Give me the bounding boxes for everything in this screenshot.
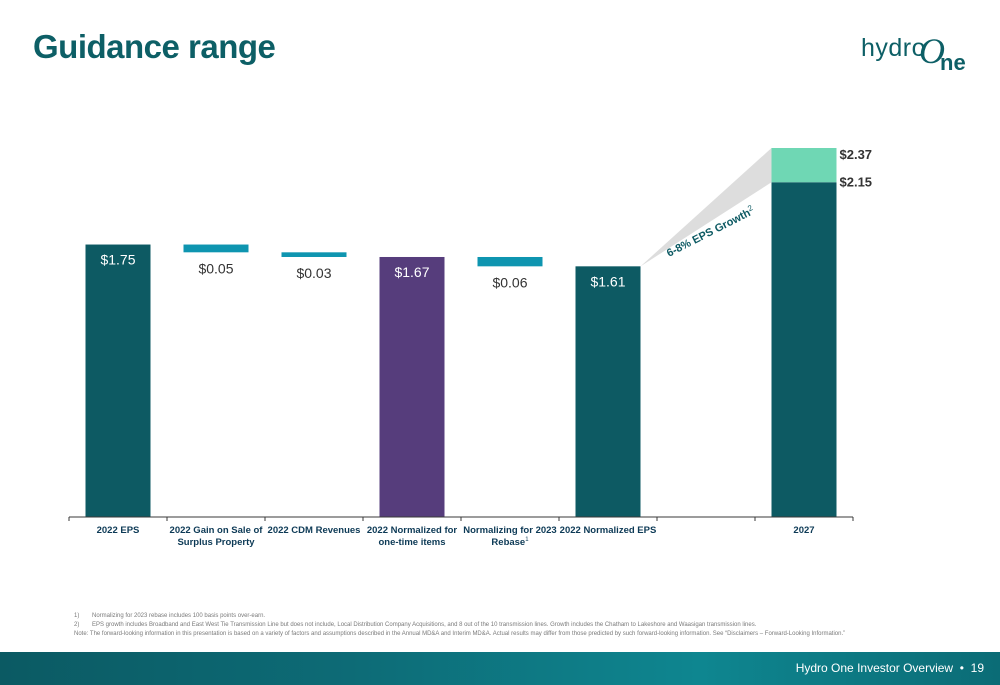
footnote-text: Normalizing for 2023 rebase includes 100… (92, 613, 266, 619)
bar-value-label-high: $2.37 (840, 147, 873, 162)
x-tick-label: 2022 Normalized for one-time items (367, 525, 458, 548)
x-tick-label: 2022 Normalized EPS (560, 525, 657, 536)
x-tick-label: Normalizing for 2023 Rebase1 (463, 525, 556, 548)
footer-text: Hydro One Investor Overview • 19 (796, 661, 984, 675)
footnote-text: EPS growth includes Broadband and East W… (92, 622, 757, 628)
footnotes: 1) Normalizing for 2023 rebase includes 1… (74, 612, 974, 639)
bar-value-label-low: $2.15 (840, 174, 873, 189)
x-tick-label-line: 2022 EPS (97, 525, 140, 536)
logo-text-ne: ne (940, 50, 966, 75)
bar-value-label: $0.03 (296, 265, 331, 281)
hydro-one-logo: hydro O ne (858, 30, 973, 82)
x-tick-label: 2022 Gain on Sale of Surplus Property (170, 525, 264, 548)
x-tick-label-line: one-time items (378, 537, 445, 548)
bar-decrease (477, 256, 543, 267)
x-tick-label-line: 2022 Normalized EPS (560, 525, 657, 536)
footer-bar: Hydro One Investor Overview • 19 (0, 652, 1000, 685)
x-tick-label-line: 2022 CDM Revenues (268, 525, 361, 536)
footnote-number: 1) (74, 613, 80, 619)
x-tick-label-line: Rebase (491, 537, 525, 548)
bar-total (379, 256, 445, 517)
footnote-text: Note: The forward-looking information in… (74, 631, 846, 637)
footnote-2: 2) EPS growth includes Broadband and East… (74, 621, 974, 630)
footnote-note: Note: The forward-looking information in… (74, 630, 974, 639)
bar-2027-base (771, 182, 837, 517)
x-tick-label: 2022 CDM Revenues (268, 525, 361, 536)
x-tick-label: 2022 EPS (97, 525, 140, 536)
eps-waterfall-chart: $1.75 $0.05 $0.03 $1.67 $0.06 $1.61 $2.37 $2.15… (68, 147, 873, 548)
growth-wedge (640, 148, 772, 267)
bar-2027-range (771, 148, 837, 183)
x-tick-label-line: Normalizing for 2023 (463, 525, 556, 536)
bar-total (575, 266, 641, 517)
footnote-1: 1) Normalizing for 2023 rebase includes 1… (74, 612, 974, 621)
logo-text-o: O (919, 31, 945, 71)
x-tick-label-line: 2027 (793, 525, 814, 536)
bar-decrease (281, 252, 347, 257)
bar-value-label: $0.06 (492, 274, 527, 290)
footer-label: Hydro One Investor Overview (795, 661, 954, 675)
x-tick-label-line: 2022 Normalized for (367, 525, 458, 536)
bar-value-label: $0.05 (198, 260, 233, 276)
bar-value-label: $1.61 (590, 273, 625, 289)
x-tick-label-line: Surplus Property (177, 537, 255, 548)
page-number: 19 (970, 661, 984, 675)
footer-separator: • (959, 661, 964, 675)
footnote-number: 2) (74, 622, 80, 628)
bar-decrease (183, 244, 249, 253)
x-tick-label-line: 2022 Gain on Sale of (170, 525, 264, 536)
bar-value-label: $1.67 (394, 264, 429, 280)
growth-annotation-superscript: 2 (746, 203, 755, 213)
bar-total (85, 244, 151, 517)
page-title: Guidance range (33, 28, 276, 65)
x-tick-label: 2027 (793, 525, 814, 536)
bar-value-label: $1.75 (100, 252, 135, 268)
logo-text-hydro: hydro (861, 34, 927, 62)
x-tick-label-superscript: 1 (525, 537, 529, 543)
